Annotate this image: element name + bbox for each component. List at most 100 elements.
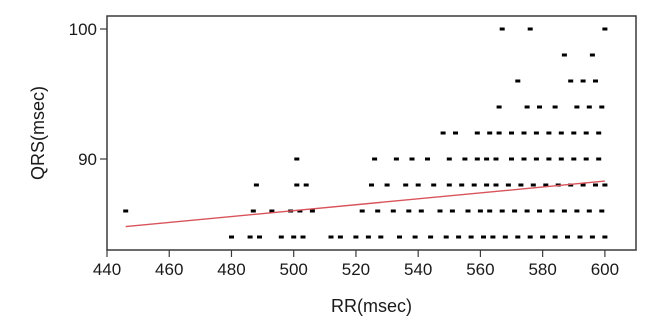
data-point	[540, 235, 546, 239]
data-point	[580, 183, 586, 187]
data-point	[253, 183, 259, 187]
data-point	[546, 157, 552, 161]
data-point	[521, 131, 527, 135]
data-point	[512, 209, 518, 213]
data-point	[533, 157, 539, 161]
data-point	[558, 157, 564, 161]
data-point	[378, 235, 384, 239]
data-point	[524, 209, 530, 213]
x-axis-label: RR(msec)	[331, 296, 412, 316]
data-point	[493, 157, 499, 161]
data-point	[247, 235, 253, 239]
data-point	[406, 209, 412, 213]
data-point	[496, 131, 502, 135]
data-point	[586, 209, 592, 213]
data-point	[602, 183, 608, 187]
data-point	[499, 209, 505, 213]
data-point	[403, 183, 409, 187]
data-point	[123, 209, 129, 213]
data-point	[527, 27, 533, 31]
data-point	[278, 235, 284, 239]
data-point	[484, 183, 490, 187]
data-point	[303, 183, 309, 187]
data-point	[440, 131, 446, 135]
data-point	[437, 209, 443, 213]
data-point	[229, 235, 234, 239]
data-point	[474, 131, 480, 135]
data-point	[496, 105, 502, 109]
data-point	[446, 183, 452, 187]
data-point	[502, 235, 508, 239]
data-point	[586, 105, 592, 109]
data-point	[409, 157, 415, 161]
data-point	[580, 79, 586, 83]
data-point	[459, 183, 465, 187]
data-point	[418, 209, 424, 213]
data-point	[300, 235, 306, 239]
data-point	[565, 235, 570, 239]
data-point	[552, 105, 558, 109]
data-point	[583, 157, 589, 161]
data-point	[499, 27, 505, 31]
data-point	[593, 79, 598, 83]
data-point	[561, 53, 567, 57]
data-point	[449, 209, 455, 213]
data-point	[599, 209, 605, 213]
data-point	[294, 183, 300, 187]
data-point	[250, 209, 256, 213]
data-point	[471, 183, 477, 187]
x-tick-label: 500	[280, 260, 308, 279]
x-tick-label: 540	[404, 260, 432, 279]
data-point	[505, 183, 511, 187]
data-point	[599, 105, 605, 109]
data-point	[577, 235, 583, 239]
data-point	[533, 131, 539, 135]
data-point	[574, 209, 580, 213]
data-point	[571, 157, 577, 161]
x-tick-label: 480	[217, 260, 245, 279]
data-point	[589, 235, 595, 239]
axes-layer: 440 460 480 500 520 540 560 580 600 90 100	[69, 20, 619, 279]
data-point	[493, 183, 499, 187]
plot-frame	[106, 15, 637, 251]
data-point	[537, 209, 542, 213]
data-point	[568, 79, 574, 83]
data-point	[596, 157, 602, 161]
data-point	[583, 131, 589, 135]
data-point	[481, 235, 486, 239]
data-point	[465, 209, 471, 213]
data-point	[443, 235, 449, 239]
points-layer	[123, 27, 608, 239]
data-point	[518, 183, 524, 187]
x-tick-label: 460	[155, 260, 183, 279]
data-point	[515, 79, 521, 83]
data-point	[546, 131, 552, 135]
y-tick-label: 90	[78, 150, 97, 169]
x-tick-label: 560	[466, 260, 494, 279]
data-point	[543, 183, 549, 187]
data-point	[456, 235, 462, 239]
data-point	[571, 131, 577, 135]
data-point	[269, 209, 275, 213]
data-point	[462, 157, 468, 161]
data-point	[574, 105, 580, 109]
data-point	[487, 209, 493, 213]
data-point	[509, 131, 514, 135]
data-point	[428, 235, 434, 239]
data-point	[484, 157, 490, 161]
data-point	[524, 105, 530, 109]
data-point	[365, 235, 371, 239]
data-point	[552, 235, 558, 239]
data-point	[412, 235, 418, 239]
data-point	[359, 209, 365, 213]
data-point	[589, 53, 595, 57]
data-point	[558, 131, 564, 135]
data-point	[397, 235, 402, 239]
data-point	[527, 235, 533, 239]
data-point	[602, 27, 608, 31]
data-point	[328, 235, 334, 239]
data-point	[453, 131, 458, 135]
data-point	[369, 183, 374, 187]
data-point	[474, 157, 480, 161]
